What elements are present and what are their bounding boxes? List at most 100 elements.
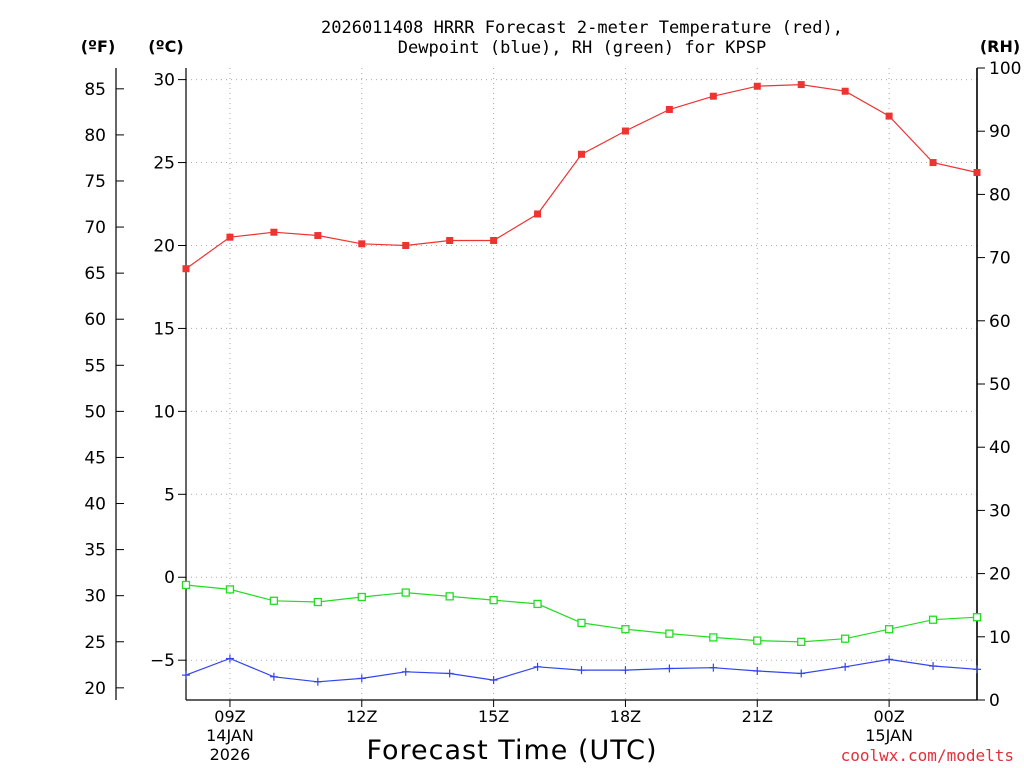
fahrenheit-tick-label: 45 bbox=[84, 448, 106, 468]
fahrenheit-tick-label: 30 bbox=[84, 587, 106, 607]
rh-point bbox=[753, 636, 762, 645]
rh-tick-label: 20 bbox=[989, 565, 1011, 585]
temperature-point bbox=[402, 241, 410, 249]
fahrenheit-tick-label: 40 bbox=[84, 495, 106, 515]
temperature-point bbox=[270, 228, 278, 236]
rh-point bbox=[841, 634, 850, 643]
dewpoint-point bbox=[489, 676, 498, 685]
x-axis-title: Forecast Time (UTC) bbox=[366, 735, 657, 766]
dewpoint-point bbox=[445, 669, 454, 678]
x-tick-label: 21Z bbox=[742, 707, 773, 726]
celsius-tick-label: 15 bbox=[153, 319, 175, 339]
tick-labels: 8580757065605550454035302520302520151050… bbox=[84, 59, 1021, 764]
x-tick-label: 00Z bbox=[873, 707, 904, 726]
dewpoint-point bbox=[577, 666, 586, 675]
rh-tick-label: 50 bbox=[989, 375, 1011, 395]
chart-title: 2026011408 HRRR Forecast 2-meter Tempera… bbox=[321, 18, 843, 38]
x-tick-label: 15Z bbox=[478, 707, 509, 726]
rh-point bbox=[357, 592, 366, 602]
rh-point bbox=[445, 592, 454, 601]
temperature-point bbox=[709, 92, 717, 100]
dewpoint-point bbox=[929, 661, 938, 670]
celsius-tick-label: 5 bbox=[164, 485, 175, 505]
rh-point bbox=[313, 597, 322, 607]
temperature-point bbox=[841, 87, 849, 95]
chart-subtitle: Dewpoint (blue), RH (green) for KPSP bbox=[398, 38, 766, 58]
rh-tick-label: 30 bbox=[989, 501, 1011, 521]
axes bbox=[115, 67, 985, 707]
x-tick-year: 2026 bbox=[210, 745, 251, 764]
rh-point bbox=[884, 625, 894, 634]
temperature-point bbox=[226, 233, 234, 241]
fahrenheit-tick-label: 60 bbox=[84, 310, 106, 330]
celsius-tick-label: 25 bbox=[153, 154, 175, 174]
x-tick-label: 18Z bbox=[610, 707, 641, 726]
rh-tick-label: 80 bbox=[989, 185, 1011, 205]
celsius-tick-label: 10 bbox=[153, 402, 175, 422]
fahrenheit-tick-label: 55 bbox=[84, 356, 106, 376]
temperature-point bbox=[358, 240, 366, 248]
fahrenheit-unit-label: (ºF) bbox=[81, 37, 116, 56]
dewpoint-point bbox=[269, 672, 278, 681]
rh-point bbox=[797, 637, 806, 647]
credit-text: coolwx.com/modelts bbox=[841, 746, 1014, 765]
temperature-point bbox=[797, 81, 805, 89]
temperature-point bbox=[929, 159, 937, 167]
rh-point bbox=[401, 588, 410, 597]
rh-point bbox=[489, 595, 498, 605]
temperature-point bbox=[885, 112, 893, 120]
temperature-point bbox=[753, 82, 761, 90]
dewpoint-point bbox=[225, 654, 234, 663]
fahrenheit-tick-label: 25 bbox=[84, 633, 106, 653]
dewpoint-point bbox=[357, 674, 366, 683]
dewpoint-point bbox=[533, 662, 542, 671]
fahrenheit-tick-label: 85 bbox=[84, 80, 106, 100]
dewpoint-point bbox=[753, 666, 762, 675]
fahrenheit-tick-label: 20 bbox=[84, 679, 106, 699]
rh-point bbox=[928, 615, 938, 624]
temperature-point bbox=[490, 237, 498, 245]
rh-point bbox=[621, 625, 630, 634]
dewpoint-point bbox=[665, 664, 674, 673]
rh-point bbox=[181, 580, 191, 590]
rh-point bbox=[269, 596, 279, 605]
dewpoint-point bbox=[313, 677, 322, 686]
celsius-tick-label: 0 bbox=[164, 568, 175, 588]
rh-point bbox=[225, 585, 235, 594]
x-tick-date: 15JAN bbox=[865, 726, 913, 745]
temperature-point bbox=[446, 237, 454, 245]
dewpoint-point bbox=[182, 671, 190, 680]
fahrenheit-tick-label: 65 bbox=[84, 264, 106, 284]
fahrenheit-tick-label: 35 bbox=[84, 541, 106, 561]
temperature-point bbox=[578, 150, 585, 158]
fahrenheit-tick-label: 50 bbox=[84, 402, 106, 422]
rh-tick-label: 100 bbox=[989, 59, 1021, 79]
dewpoint-point bbox=[621, 666, 630, 675]
fahrenheit-tick-label: 75 bbox=[84, 172, 106, 192]
rh-tick-label: 60 bbox=[989, 312, 1011, 332]
data-series bbox=[181, 81, 982, 686]
temperature-point bbox=[182, 265, 190, 273]
dewpoint-point bbox=[973, 665, 981, 674]
dewpoint-point bbox=[401, 667, 410, 676]
temperature-point bbox=[534, 210, 542, 218]
rh-point bbox=[533, 599, 542, 609]
rh-unit-label: (RH) bbox=[980, 37, 1020, 56]
rh-point bbox=[577, 618, 586, 628]
rh-point bbox=[709, 633, 718, 642]
dewpoint-point bbox=[841, 662, 850, 671]
rh-tick-label: 70 bbox=[989, 249, 1011, 269]
rh-tick-label: 40 bbox=[989, 438, 1011, 458]
dewpoint-point bbox=[709, 663, 718, 672]
celsius-tick-label: −5 bbox=[150, 651, 175, 671]
rh-tick-label: 10 bbox=[989, 628, 1011, 648]
rh-line bbox=[185, 584, 978, 643]
rh-point bbox=[972, 613, 982, 622]
temperature-point bbox=[314, 232, 322, 240]
celsius-tick-label: 30 bbox=[153, 71, 175, 91]
grid-lines bbox=[186, 68, 977, 700]
rh-tick-label: 0 bbox=[989, 691, 1000, 711]
temperature-point bbox=[621, 127, 629, 135]
dewpoint-point bbox=[797, 669, 806, 678]
celsius-unit-label: (ºC) bbox=[148, 37, 183, 56]
